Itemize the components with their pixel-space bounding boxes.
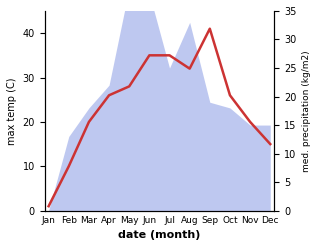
Y-axis label: max temp (C): max temp (C) [7, 77, 17, 144]
X-axis label: date (month): date (month) [118, 230, 201, 240]
Y-axis label: med. precipitation (kg/m2): med. precipitation (kg/m2) [302, 50, 311, 172]
